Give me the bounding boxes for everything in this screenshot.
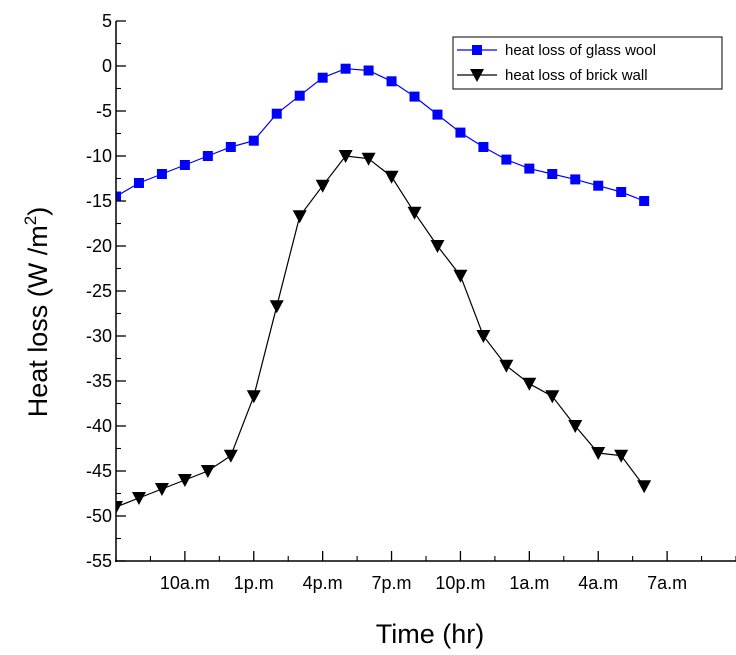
y-tick-label: -30 [86,326,112,346]
series-2-line [116,155,645,508]
series-2-point [154,483,169,496]
y-axis-title: Heat loss (W /m2) [21,207,53,418]
y-tick-label: 0 [102,56,112,76]
series-1-point [455,127,466,138]
series-2-point [522,377,537,391]
series-2-point [499,359,514,373]
series-2-point [614,449,629,463]
plot-area [116,63,652,514]
series-group [116,63,652,514]
series-1-point [156,169,167,179]
y-tick-label: -55 [86,551,112,571]
series-2-point [591,447,606,460]
series-2-point [407,206,422,220]
series-1-point [317,72,328,83]
series-2-point [116,501,123,514]
y-axis-title-main: Heat loss (W /m [23,225,53,417]
x-tick-label: 1p.m [234,573,274,593]
series-1-point [202,151,213,161]
axes: 5 0 -5 -10 -15 -20 -25 -30 -35 -40 -45 -50 -55 10a.m 1… [86,11,736,593]
x-tick-label: 7a.m [647,573,687,593]
series-2-point [545,390,560,404]
series-1-point [386,76,397,87]
x-tick-label: 4p.m [303,573,343,593]
series-1-point [271,108,282,119]
series-2-point [361,152,376,166]
series-2-point [384,170,399,184]
y-tick-label: -5 [96,101,112,121]
series-2-point [476,330,491,343]
legend-marker-1 [472,45,482,55]
series-1-point [547,169,558,179]
series-2-point [292,210,307,224]
y-tick-label: -35 [86,371,112,391]
y-tick-label: -45 [86,461,112,481]
series-2-point [269,300,284,314]
y-axis-title-superscript: 2 [21,216,40,225]
x-tick-label: 1a.m [509,573,549,593]
y-tick-label: 5 [102,11,112,31]
y-tick-label: -20 [86,236,112,256]
x-axis-title: Time (hr) [376,619,485,649]
series-1-point [133,178,144,188]
series-2-point [246,390,261,404]
series-2-point [315,179,330,193]
series-1-point [116,191,121,202]
series-2-point [637,480,652,494]
x-tick-label: 10a.m [160,573,210,593]
legend: heat loss of glass wool heat loss of bric… [452,36,723,90]
series-2-point [453,269,468,283]
series-1-point [179,160,190,170]
series-1-point [524,163,535,174]
series-1-point [570,174,581,185]
series-2-point [338,150,353,163]
series-2-point [200,465,215,478]
legend-box [452,36,723,90]
y-tick-label: -50 [86,506,112,526]
series-2-point [568,420,583,433]
series-1-point [432,109,443,120]
series-1-point [248,135,259,146]
series-1-point [639,196,650,206]
series-1-point [593,180,604,191]
series-1-point [616,187,627,197]
x-tick-label: 4a.m [578,573,618,593]
x-tick-label: 10p.m [435,573,485,593]
y-tick-label: -40 [86,416,112,436]
series-2-point [223,449,238,463]
y-tick-label: -25 [86,281,112,301]
series-1-point [501,154,512,165]
series-1-point [294,90,305,101]
series-2-point [177,474,192,487]
x-tick-label: 7p.m [372,573,412,593]
legend-label-2: heat loss of brick wall [505,67,648,84]
series-1-point [363,65,374,76]
series-1-point [225,142,236,152]
series-2-point [430,240,445,253]
y-tick-label: -10 [86,146,112,166]
legend-marker-2 [470,69,484,82]
legend-label-1: heat loss of glass wool [505,42,656,59]
y-axis-title-close: ) [23,207,53,216]
series-1-point [340,63,351,74]
series-2-point [131,492,146,505]
series-1-point [409,91,420,102]
series-1-point [478,142,489,152]
y-tick-label: -15 [86,191,112,211]
